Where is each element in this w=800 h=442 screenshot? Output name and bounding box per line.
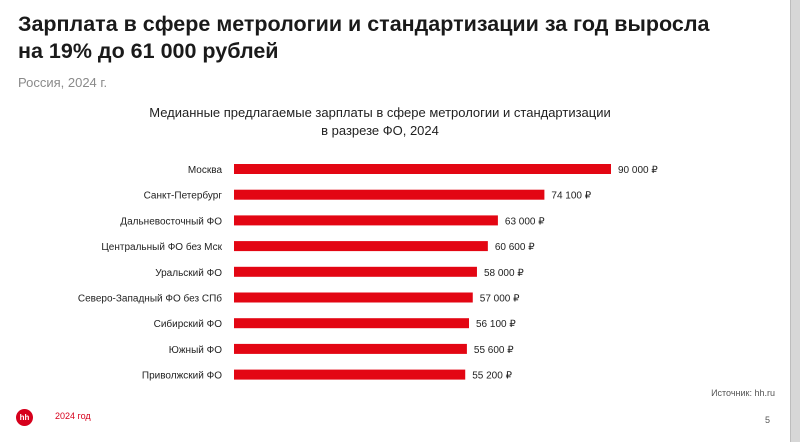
bar: [234, 215, 498, 226]
footer-year: 2024 год: [55, 411, 91, 421]
value-label: 57 000 ₽: [480, 294, 520, 305]
category-label: Северо-Западный ФО без СПб: [78, 293, 222, 305]
category-label: Дальневосточный ФО: [120, 216, 222, 227]
category-label: Санкт-Петербург: [144, 190, 223, 202]
chart-title-line-2: в разрезе ФО, 2024: [321, 123, 439, 138]
bar: [234, 241, 488, 252]
value-label: 58 000 ₽: [484, 268, 524, 279]
hh-logo: hh: [16, 409, 33, 426]
page-number: 5: [765, 415, 771, 425]
category-label: Сибирский ФО: [154, 318, 223, 330]
value-label: 56 100 ₽: [476, 319, 516, 330]
bar: [234, 343, 467, 354]
bar: [234, 369, 466, 380]
category-label: Южный ФО: [169, 345, 222, 356]
bar: [234, 189, 545, 200]
value-label: 55 600 ₽: [474, 345, 514, 356]
chart-title-line-1: Медианные предлагаемые зарплаты в сфере …: [149, 105, 611, 120]
value-label: 63 000 ₽: [505, 216, 545, 227]
right-frame: [791, 0, 800, 442]
value-label: 74 100 ₽: [551, 191, 591, 202]
chart-title: Медианные предлагаемые зарплаты в сфере …: [120, 104, 640, 140]
bar: [234, 292, 473, 303]
page-title: Зарплата в сфере метрологии и стандартиз…: [18, 12, 710, 63]
bar: [234, 164, 611, 174]
bar: [234, 266, 477, 277]
category-label: Москва: [188, 165, 223, 176]
page-subtitle: Россия, 2024 г.: [18, 75, 108, 90]
bar: [234, 318, 469, 329]
category-label: Приволжский ФО: [142, 371, 222, 382]
value-label: 55 200 ₽: [472, 371, 512, 382]
source-note: Источник: hh.ru: [711, 388, 775, 398]
category-label: Уральский ФО: [155, 268, 222, 279]
value-label: 90 000 ₽: [618, 165, 658, 176]
right-frame-line: [790, 0, 791, 442]
value-label: 60 600 ₽: [495, 242, 535, 253]
category-label: Центральный ФО без Мск: [101, 241, 222, 253]
